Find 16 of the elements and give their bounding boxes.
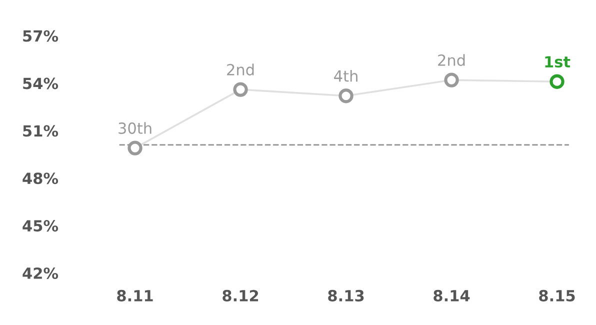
annotation: 2nd: [227, 64, 254, 76]
y-tick-label: 45%: [22, 220, 58, 232]
x-tick-label: 8.12: [222, 290, 258, 302]
y-tick-label: 51%: [23, 125, 58, 137]
y-tick-label: 42%: [22, 267, 58, 280]
annotation: 2nd: [438, 54, 465, 66]
x-tick-label: 8.13: [328, 290, 364, 302]
x-tick-label: 8.15: [539, 290, 575, 302]
y-tick-label: 48%: [22, 172, 58, 184]
x-tick-label: 8.11: [117, 290, 153, 302]
annotation: 1st: [545, 56, 570, 68]
annotation: 4th: [334, 70, 358, 82]
annotation: 30th: [118, 122, 152, 134]
x-tick-label: 8.14: [434, 290, 470, 302]
y-tick-label: 57%: [23, 30, 58, 42]
y-tick-label: 54%: [23, 78, 58, 90]
